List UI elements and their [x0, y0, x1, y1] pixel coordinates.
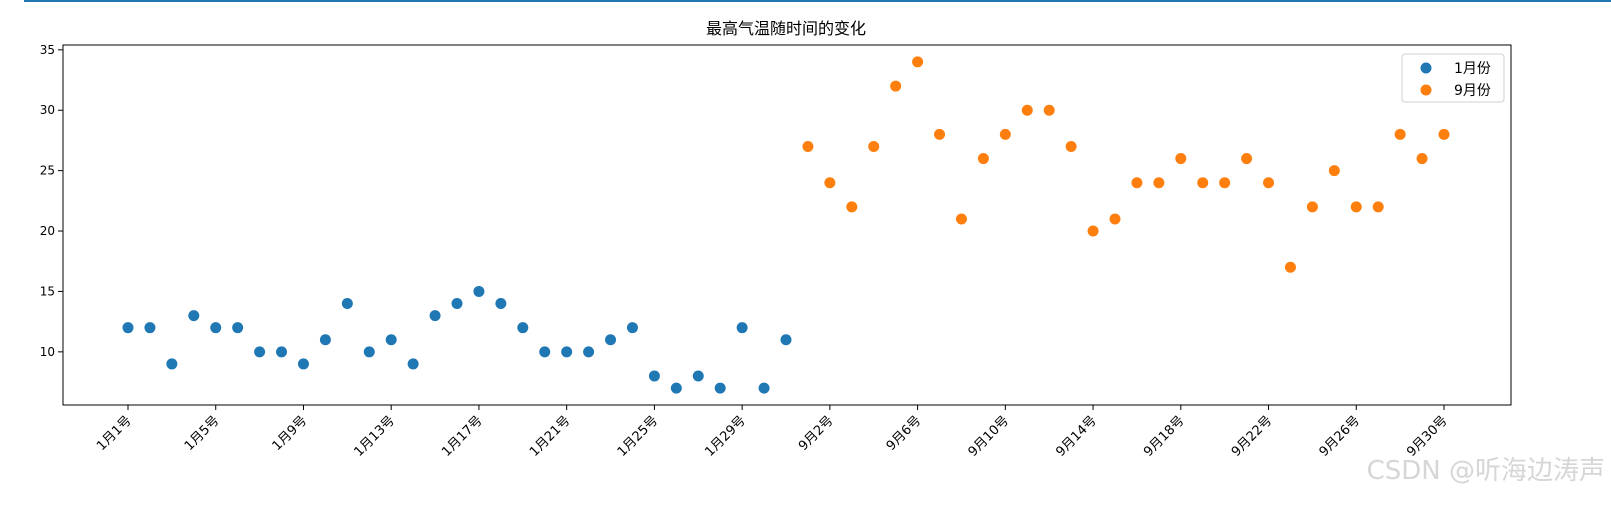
point-sep — [1372, 201, 1384, 213]
point-jan — [648, 370, 660, 382]
point-sep — [802, 140, 814, 152]
point-jan — [758, 382, 770, 394]
point-jan — [385, 334, 397, 346]
point-jan — [561, 346, 573, 358]
x-tick-label: 1月17号 — [439, 413, 486, 460]
point-sep — [1131, 177, 1143, 189]
x-tick-label: 1月1号 — [94, 413, 135, 454]
point-sep — [999, 128, 1011, 140]
x-tick-label: 9月18号 — [1141, 413, 1188, 460]
y-tick-label: 30 — [40, 103, 55, 117]
legend-marker — [1420, 84, 1432, 96]
point-sep — [846, 201, 858, 213]
x-tick-label: 9月6号 — [884, 413, 925, 454]
legend-label: 1月份 — [1454, 61, 1491, 77]
point-jan — [539, 346, 551, 358]
point-jan — [341, 298, 353, 310]
data-points — [122, 56, 1450, 394]
point-sep — [1109, 213, 1121, 225]
point-jan — [605, 334, 617, 346]
point-sep — [1065, 140, 1077, 152]
plot-frame — [62, 44, 1512, 406]
point-jan — [517, 322, 529, 334]
point-jan — [363, 346, 375, 358]
point-jan — [210, 322, 222, 334]
point-sep — [824, 177, 836, 189]
point-jan — [473, 285, 485, 297]
point-jan — [451, 298, 463, 310]
x-tick-label: 9月26号 — [1317, 413, 1364, 460]
point-jan — [232, 322, 244, 334]
point-jan — [714, 382, 726, 394]
point-jan — [144, 322, 156, 334]
legend-label: 9月份 — [1454, 83, 1491, 99]
point-jan — [583, 346, 595, 358]
x-tick-label: 9月14号 — [1053, 413, 1100, 460]
top-border-line — [24, 0, 1611, 2]
legend-marker — [1420, 62, 1432, 74]
point-sep — [1197, 177, 1209, 189]
point-jan — [319, 334, 331, 346]
x-tick-label: 1月9号 — [270, 413, 311, 454]
point-sep — [977, 153, 989, 165]
x-tick-label: 1月21号 — [527, 413, 574, 460]
point-sep — [1087, 225, 1099, 237]
point-sep — [1328, 165, 1340, 177]
point-sep — [1219, 177, 1231, 189]
point-jan — [429, 310, 441, 322]
point-sep — [868, 140, 880, 152]
point-jan — [297, 358, 309, 370]
point-sep — [1043, 104, 1055, 116]
y-tick-label: 15 — [40, 284, 55, 298]
y-tick-label: 20 — [40, 224, 55, 238]
chart-title: 最高气温随时间的变化 — [706, 19, 866, 38]
point-jan — [166, 358, 178, 370]
point-sep — [1306, 201, 1318, 213]
point-jan — [254, 346, 266, 358]
point-sep — [1263, 177, 1275, 189]
point-jan — [407, 358, 419, 370]
x-tick-label: 1月25号 — [615, 413, 662, 460]
x-tick-label: 1月29号 — [702, 413, 749, 460]
point-jan — [670, 382, 682, 394]
x-tick-label: 9月2号 — [796, 413, 837, 454]
point-jan — [122, 322, 134, 334]
y-axis: 10 15 20 25 30 35 — [40, 43, 63, 359]
point-jan — [736, 322, 748, 334]
point-sep — [1021, 104, 1033, 116]
point-sep — [934, 128, 946, 140]
point-sep — [1350, 201, 1362, 213]
y-tick-label: 35 — [40, 43, 55, 57]
x-tick-label: 9月10号 — [966, 413, 1013, 460]
point-sep — [1394, 128, 1406, 140]
x-tick-label: 1月13号 — [351, 413, 398, 460]
point-jan — [276, 346, 288, 358]
point-jan — [495, 298, 507, 310]
y-tick-label: 10 — [40, 345, 55, 359]
point-jan — [626, 322, 638, 334]
x-tick-label: 1月5号 — [182, 413, 223, 454]
point-jan — [780, 334, 792, 346]
point-sep — [890, 80, 902, 92]
point-jan — [692, 370, 704, 382]
x-axis: 1月1号 1月5号 1月9号 1月13号 1月17号 1月21号 1月25号 1月29号 9月2… — [94, 405, 1451, 460]
point-jan — [188, 310, 200, 322]
y-tick-label: 25 — [40, 164, 55, 178]
point-sep — [1175, 153, 1187, 165]
x-tick-label: 9月22号 — [1229, 413, 1276, 460]
watermark-text: CSDN @听海边涛声 — [1366, 456, 1605, 486]
point-sep — [1153, 177, 1165, 189]
point-sep — [912, 56, 924, 68]
point-sep — [1284, 261, 1296, 273]
point-sep — [1241, 153, 1253, 165]
point-sep — [955, 213, 967, 225]
point-sep — [1438, 128, 1450, 140]
point-sep — [1416, 153, 1428, 165]
